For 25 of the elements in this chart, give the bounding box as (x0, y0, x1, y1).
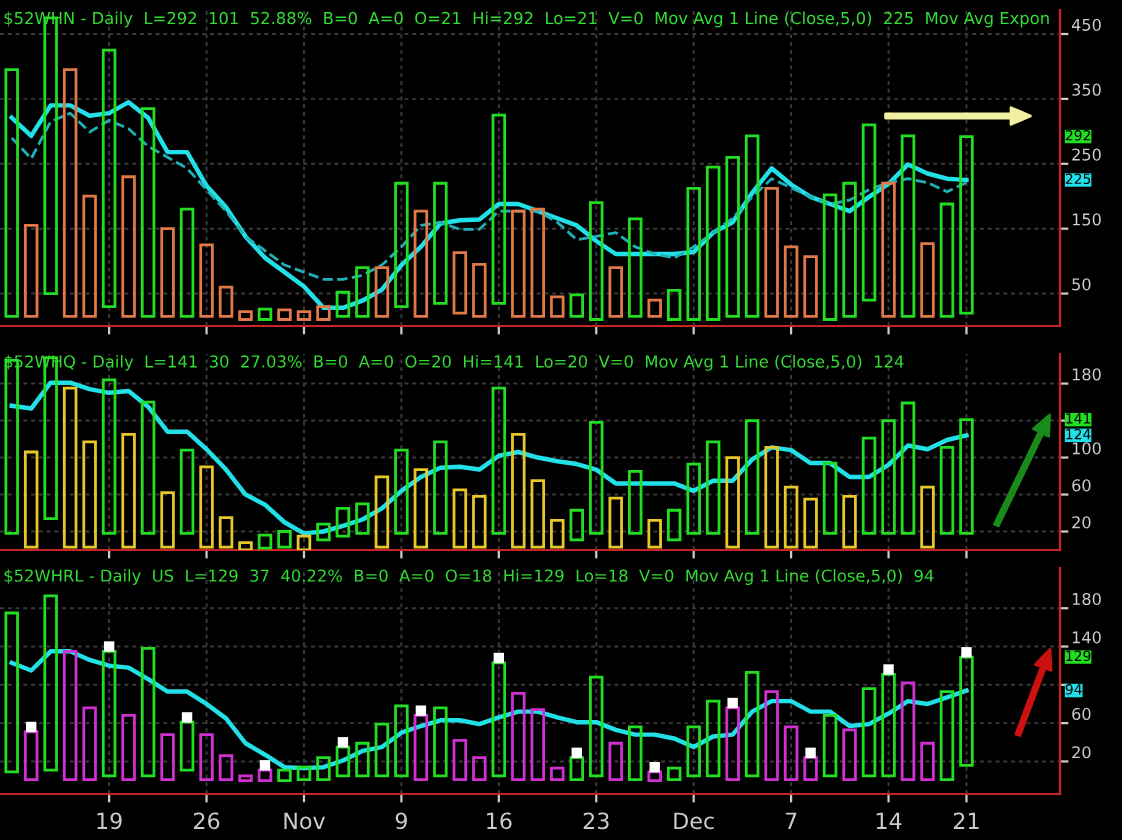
x-tick-label: 7 (785, 812, 797, 829)
y-tick-label: 180 (1072, 592, 1101, 606)
x-tick-label: 21 (953, 812, 979, 829)
y-tick-label: 180 (1072, 368, 1101, 381)
y-tick-label: 140 (1072, 631, 1101, 644)
x-tick-label: 26 (194, 812, 220, 830)
y-tick-label: 250 (1072, 148, 1101, 161)
chart-title: $52WHN - Daily L=292 101 52.88% B=0 A=0 O=21 Hi=292 Lo=21 V=0 Mov Avg 1 Line (Close,5,0) 225 Mov Avg Expon (4, 11, 1049, 28)
y-tick-label: 60 (1072, 707, 1091, 721)
x-tick-label: 23 (583, 812, 609, 830)
y-tick-label: 350 (1072, 83, 1101, 96)
x-tick-label: 19 (97, 812, 122, 830)
chart-title: $52WHRL - Daily US L=129 37 40.22% B=0 A=0 O=18 Hi=129 Lo=18 V=0 Mov Avg 1 Line (Close,5,0) 94 (4, 569, 934, 585)
x-tick-label: 14 (876, 812, 902, 829)
y-tick-label: 150 (1072, 213, 1101, 226)
y-tick-label: 50 (1072, 278, 1091, 291)
y-tick-label: 20 (1072, 516, 1091, 529)
x-tick-label: Dec (674, 812, 714, 830)
y-tick-label: 60 (1072, 479, 1091, 492)
y-tick-label: 450 (1071, 18, 1101, 31)
x-tick-label: 16 (487, 812, 512, 830)
y-tick-label: 100 (1072, 442, 1101, 455)
x-tick-label: Nov (284, 812, 325, 830)
y-tick-label: 20 (1072, 746, 1091, 759)
x-tick-label: 9 (395, 812, 407, 830)
